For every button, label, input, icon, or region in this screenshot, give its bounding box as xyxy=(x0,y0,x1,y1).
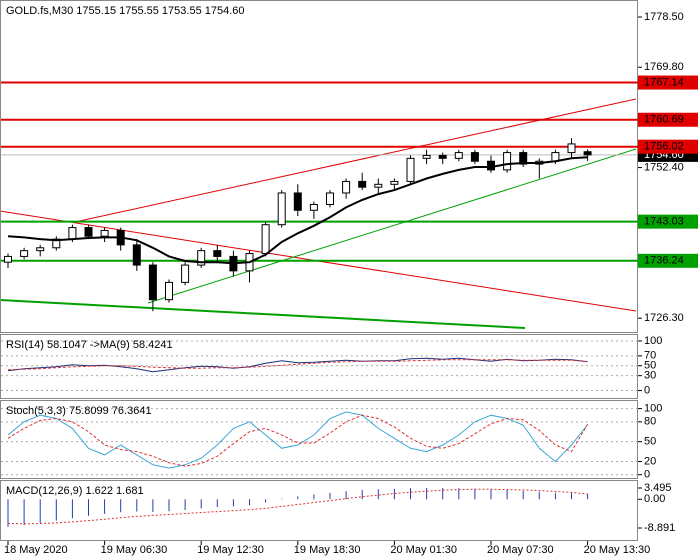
candle-body xyxy=(84,227,93,237)
y-tick-label: 70 xyxy=(644,350,656,362)
y-tick-label: 50 xyxy=(644,436,656,448)
candle-body xyxy=(181,264,190,283)
x-tick-label: 20 May 01:30 xyxy=(390,544,457,556)
y-tick-label: 100 xyxy=(644,335,662,347)
y-tick-label: -8.891 xyxy=(644,522,675,534)
candle-body xyxy=(503,152,512,171)
level-label: 1756.02 xyxy=(644,141,684,153)
y-tick-label: 30 xyxy=(644,370,656,382)
candle-body xyxy=(390,180,399,185)
y-tick-label: 0 xyxy=(644,469,650,481)
candle-body xyxy=(342,180,351,194)
candle-body xyxy=(583,151,592,156)
panel-title: RSI(14) 58.1047 ->MA(9) 58.4241 xyxy=(6,339,173,351)
candle-body xyxy=(438,154,447,159)
y-tick-label: 1778.50 xyxy=(644,11,684,23)
candle-body xyxy=(293,192,302,211)
candle-body xyxy=(470,152,479,162)
level-box xyxy=(638,253,698,268)
x-tick-label: 19 May 12:30 xyxy=(197,544,264,556)
rsi-frame xyxy=(0,334,638,399)
candle-body xyxy=(519,152,528,165)
candle-body xyxy=(52,238,61,249)
level-box xyxy=(638,112,698,127)
y-tick-label: 0 xyxy=(644,384,650,396)
level-label: 1736.24 xyxy=(644,255,684,267)
x-tick-label: 20 May 07:30 xyxy=(487,544,554,556)
candle-body xyxy=(326,192,334,205)
indicator-line xyxy=(7,411,588,469)
panel-title: MACD(12,26,9) 1.622 1.681 xyxy=(6,485,144,497)
moving-average xyxy=(7,156,588,265)
candle-body xyxy=(277,192,286,226)
stoch-frame xyxy=(0,400,638,479)
candle-body xyxy=(358,180,367,188)
candle-body xyxy=(406,157,415,182)
y-tick-label: 0.00 xyxy=(644,493,665,505)
level-label: 1760.69 xyxy=(644,114,684,126)
indicator-line xyxy=(7,359,588,371)
macd-frame xyxy=(0,480,638,541)
candle-body xyxy=(165,281,173,301)
x-tick-label: 18 May 2020 xyxy=(4,544,68,556)
signal-line xyxy=(7,488,588,525)
y-tick-label: 1769.80 xyxy=(644,61,684,73)
candle-body xyxy=(132,244,141,266)
y-tick-label: 1726.30 xyxy=(644,312,684,324)
x-tick-label: 20 May 13:30 xyxy=(584,544,651,556)
level-box xyxy=(638,214,698,229)
x-tick-label: 19 May 18:30 xyxy=(294,544,361,556)
y-tick-label: 80 xyxy=(644,416,656,428)
candle-body xyxy=(4,255,12,263)
candle-body xyxy=(567,143,576,154)
level-label: 1767.14 xyxy=(644,76,684,88)
candle-body xyxy=(20,250,29,257)
support-line xyxy=(147,148,637,304)
level-label: 1743.03 xyxy=(644,216,684,228)
y-tick-label: 3.495 xyxy=(644,482,672,494)
candle-body xyxy=(100,229,109,237)
candle-body xyxy=(261,224,270,255)
candle-body xyxy=(422,154,431,159)
candle-body xyxy=(374,183,383,188)
candle-body xyxy=(454,152,463,159)
panel-title: Stoch(5,3,3) 75.8099 76.3641 xyxy=(6,405,152,417)
x-tick-label: 19 May 06:30 xyxy=(101,544,168,556)
candle-body xyxy=(197,250,206,266)
candle-body xyxy=(68,227,77,240)
level-box xyxy=(638,75,698,90)
level-box xyxy=(638,139,698,154)
main-frame xyxy=(0,0,638,333)
y-tick-label: 50 xyxy=(644,360,656,372)
panel-title: GOLD.fs,M30 1755.15 1755.55 1753.55 1754… xyxy=(6,5,245,17)
candle-body xyxy=(213,250,222,257)
lower-line xyxy=(0,299,526,329)
candle-body xyxy=(36,247,45,252)
candle-body xyxy=(309,204,318,211)
y-tick-label: 20 xyxy=(644,455,656,467)
candle-body xyxy=(148,264,157,301)
frames xyxy=(0,0,638,541)
y-tick-label: 100 xyxy=(644,403,662,415)
y-tick-label: 1752.40 xyxy=(644,161,684,173)
